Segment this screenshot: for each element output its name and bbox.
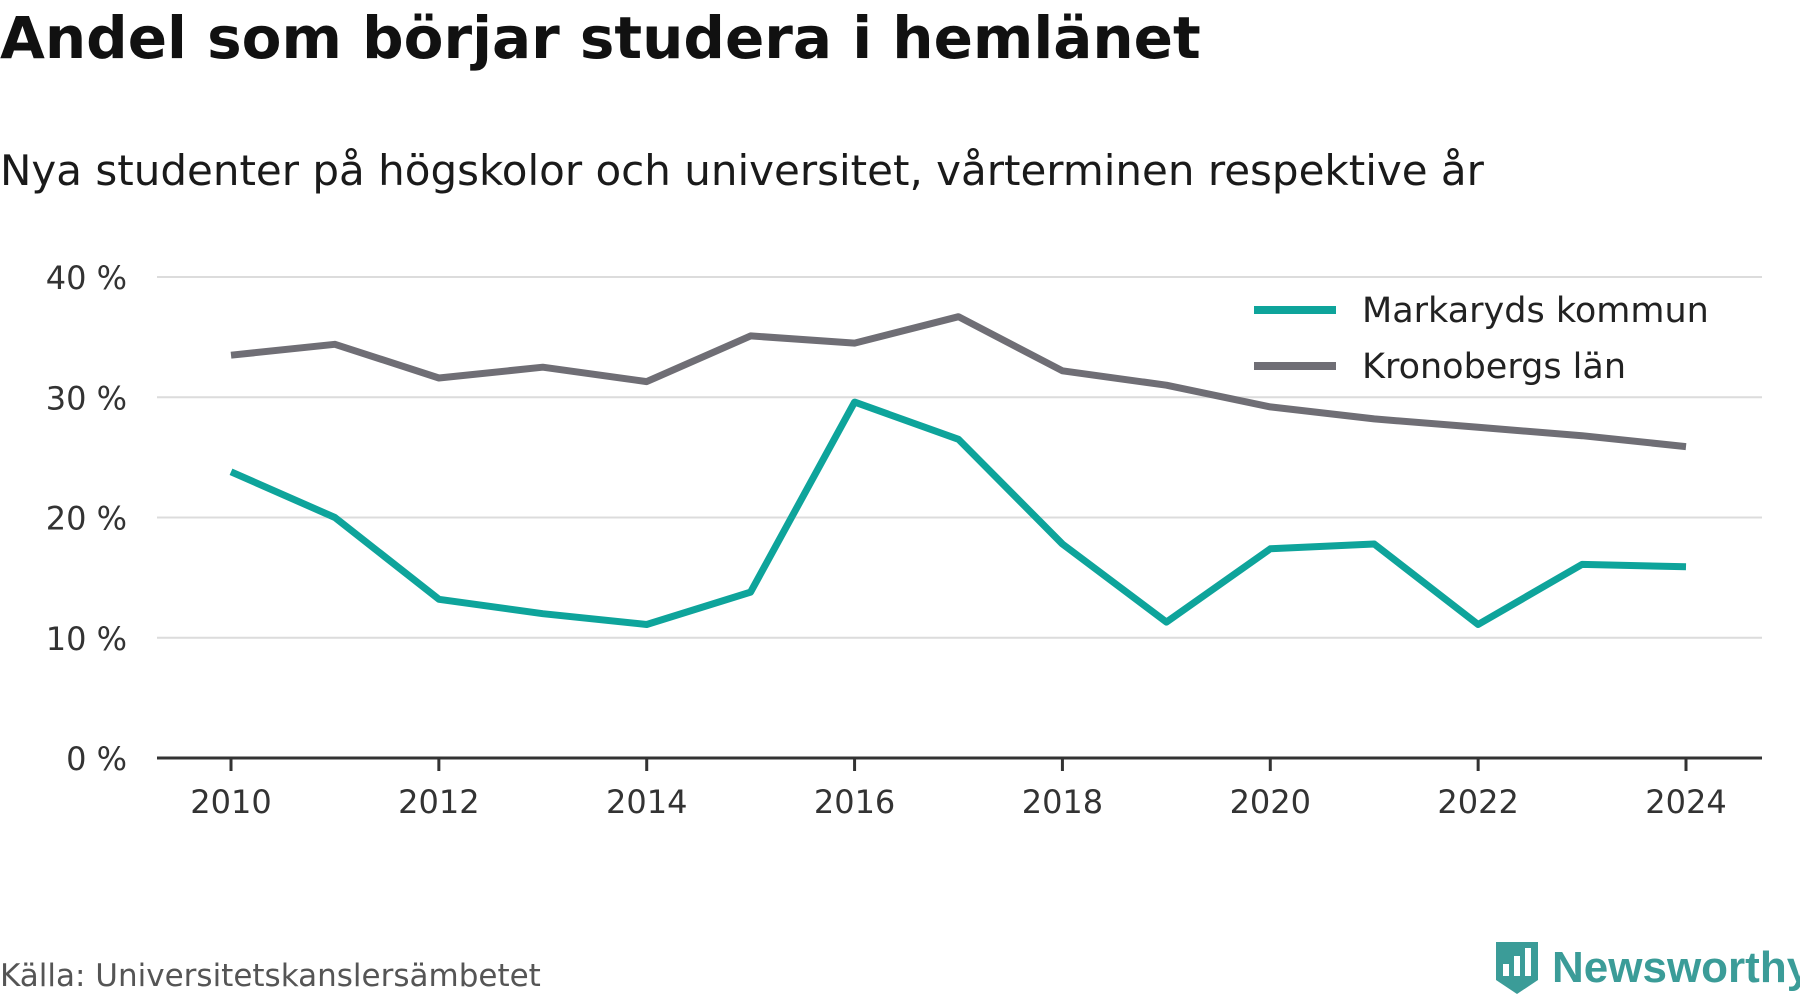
axes: 0 % 10 % 20 % 30 % 40 % 2010 2012 2014 2016 2018 2… <box>46 259 1762 821</box>
x-tick-label: 2018 <box>1022 783 1103 821</box>
legend-label: Markaryds kommun <box>1362 291 1709 331</box>
x-tick-label: 2016 <box>814 783 895 821</box>
x-tick-label: 2020 <box>1230 783 1311 821</box>
newsworthy-logo-icon <box>1496 942 1538 994</box>
x-tick-label: 2024 <box>1645 783 1726 821</box>
legend: Markaryds kommun Kronobergs län <box>1240 278 1733 396</box>
series-line-0 <box>229 398 1687 628</box>
source-note: Källa: Universitetskanslersämbetet <box>0 958 541 994</box>
y-tick-label: 20 % <box>46 500 127 538</box>
x-tick-label: 2022 <box>1437 783 1518 821</box>
chart-title: Andel som börjar studera i hemlänet <box>0 4 1201 72</box>
y-tick-label: 10 % <box>46 620 127 658</box>
brand-logo: Newsworthy <box>1492 936 1800 1000</box>
series-line-1 <box>230 313 1687 451</box>
series-lines <box>229 313 1687 628</box>
x-tick-label: 2010 <box>190 783 271 821</box>
chart-subtitle: Nya studenter på högskolor och universit… <box>0 146 1484 195</box>
legend-box <box>1240 278 1733 396</box>
x-tick-label: 2014 <box>606 783 687 821</box>
y-tick-label: 0 % <box>66 740 127 778</box>
legend-label: Kronobergs län <box>1362 347 1626 387</box>
y-tick-label: 40 % <box>46 259 127 297</box>
y-tick-label: 30 % <box>46 379 127 417</box>
brand-name: Newsworthy <box>1552 943 1800 992</box>
gridlines <box>157 276 1762 639</box>
x-tick-label: 2012 <box>398 783 479 821</box>
